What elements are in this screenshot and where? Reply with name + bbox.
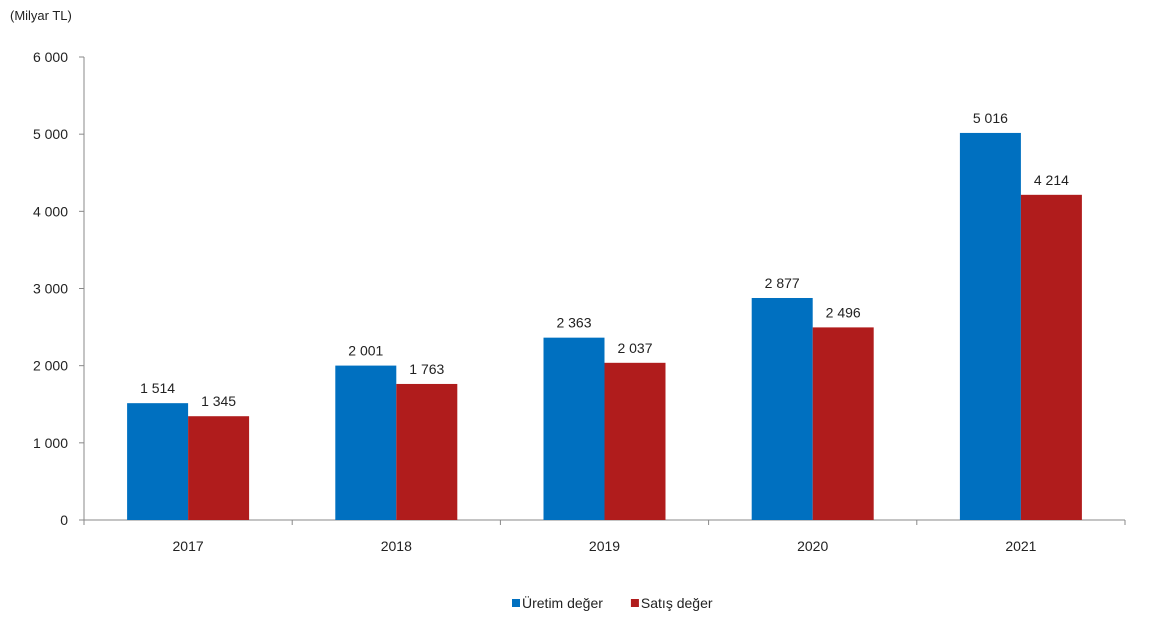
bars	[127, 132, 1082, 520]
legend: Üretim değer Satış değer	[512, 594, 713, 611]
data-label: 2 037	[617, 340, 652, 356]
y-tick-label: 5 000	[33, 126, 68, 142]
data-label: 5 016	[973, 110, 1008, 126]
bar	[396, 383, 458, 520]
x-tick-label: 2021	[1005, 538, 1036, 554]
x-tick-label: 2018	[381, 538, 412, 554]
y-tick-label: 3 000	[33, 281, 68, 297]
data-label: 1 763	[409, 361, 444, 377]
data-label: 4 214	[1034, 172, 1069, 188]
y-tick-label: 1 000	[33, 435, 68, 451]
bar	[812, 327, 874, 520]
data-label: 2 363	[556, 315, 591, 331]
x-tick-label: 2017	[173, 538, 204, 554]
data-labels: 1 514 1 345 2 001 1 763 2 363 2 037 2 877 2 496…	[140, 110, 1069, 409]
x-tick-label: 2020	[797, 538, 828, 554]
data-label: 1 514	[140, 380, 175, 396]
data-label: 2 496	[826, 304, 861, 320]
y-tick-label: 2 000	[33, 358, 68, 374]
x-tick-label: 2019	[589, 538, 620, 554]
bar	[959, 132, 1021, 520]
data-label: 1 345	[201, 393, 236, 409]
bar	[1020, 194, 1082, 520]
legend-swatch	[512, 599, 520, 607]
legend-label: Üretim değer	[522, 594, 603, 611]
y-tick-label: 0	[60, 512, 68, 528]
legend-swatch	[630, 599, 639, 607]
legend-label: Satış değer	[641, 595, 713, 611]
data-label: 2 877	[765, 275, 800, 291]
bar	[127, 403, 189, 520]
unit-label: (Milyar TL)	[10, 8, 72, 23]
bar	[188, 416, 250, 520]
y-tick-label: 6 000	[33, 49, 68, 65]
bar	[335, 365, 397, 520]
bar	[543, 337, 605, 520]
data-label: 2 001	[348, 343, 383, 359]
y-tick-label: 4 000	[33, 203, 68, 219]
bar	[604, 362, 666, 520]
x-axis: 2017 2018 2019 2020 2021	[83, 519, 1126, 554]
y-axis: 0 1 000 2 000 3 000 4 000 5 000 6 000	[33, 49, 85, 528]
bar	[751, 297, 813, 520]
